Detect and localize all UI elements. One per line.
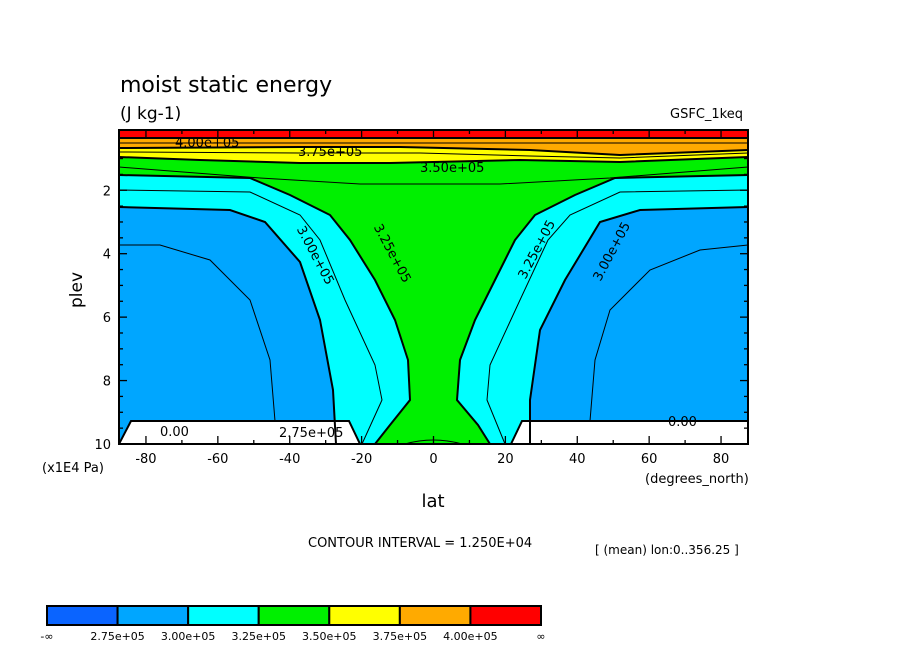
contour-label: 0.00 (668, 415, 697, 430)
x-units-label: (degrees_north) (645, 472, 749, 487)
x-tick-label: -60 (207, 452, 228, 467)
contour-line-3.50e+05 (119, 156, 748, 164)
x-tick-label: -40 (279, 452, 300, 467)
contour-label: 4.00e+05 (175, 136, 239, 151)
y-tick-label: 6 (103, 311, 111, 326)
contour-line-3.375e+05 (119, 166, 748, 185)
colorbar-label: -∞ (40, 630, 53, 643)
colorbar-label: 3.25e+05 (231, 630, 285, 643)
contour-label: 2.75e+05 (279, 426, 343, 441)
units-label: (J kg-1) (120, 104, 181, 124)
contour-line-3.125e+05-north (486, 189, 748, 444)
dataset-label: GSFC_1keq (670, 107, 743, 122)
contour-line-3.00e+05-north (529, 206, 748, 444)
colorbar-swatch (257, 605, 331, 626)
band-2.75e+05-3.00e+05-south (119, 207, 336, 444)
missing-region-north (509, 420, 748, 444)
colorbar-label: ∞ (536, 630, 545, 643)
y-tick-label: 4 (103, 248, 111, 263)
averaging-note: [ (mean) lon:0..356.25 ] (595, 543, 739, 557)
contour-label: 3.50e+05 (420, 161, 484, 176)
contour-line-3.125e+05-south (119, 189, 383, 444)
contour-label: 3.75e+05 (298, 145, 362, 160)
band-2.75e+05-3.00e+05-north (530, 207, 748, 444)
x-axis-label: lat (421, 491, 444, 512)
x-tick-label: -20 (351, 452, 372, 467)
colorbar-swatch (398, 605, 472, 626)
y-units-label: (x1E4 Pa) (42, 461, 104, 476)
contour-line-3.75e+05 (119, 146, 748, 157)
chart-title: moist static energy (120, 73, 332, 98)
y-tick-label: 2 (103, 184, 111, 199)
x-tick-label: 40 (569, 452, 586, 467)
x-tick-label: -80 (135, 452, 156, 467)
contour-line-2.875e+05-south (119, 244, 276, 422)
contour-interval: CONTOUR INTERVAL = 1.250E+04 (308, 536, 532, 551)
x-tick-label: 20 (497, 452, 514, 467)
colorbar-swatch (469, 605, 542, 626)
colorbar-swatch (187, 605, 260, 626)
y-tick-label: 10 (94, 438, 111, 453)
colorbar-swatch (116, 605, 190, 626)
contour-line-3.25e+05-south (119, 174, 412, 444)
y-tick-label: 8 (103, 375, 111, 390)
y-axis-label: plev (67, 272, 87, 308)
colorbar-label: 4.00e+05 (443, 630, 497, 643)
contour-line-3.625e+05 (119, 151, 748, 159)
missing-region-south (119, 420, 362, 444)
contour-line-2.875e+05-north (589, 244, 748, 422)
contour-label: 0.00 (160, 425, 189, 440)
x-tick-label: 80 (713, 452, 730, 467)
colorbar-label: 2.75e+05 (90, 630, 144, 643)
x-tick-label: 0 (429, 452, 437, 467)
colorbar-label: 3.75e+05 (373, 630, 427, 643)
contour-line-3.00e+05-south (119, 206, 337, 444)
colorbar-label: 3.50e+05 (302, 630, 356, 643)
contour-line-3.25e+05-north (455, 174, 748, 444)
colorbar-label: 3.00e+05 (161, 630, 215, 643)
colorbar-swatch (46, 605, 119, 626)
colorbar-swatch (328, 605, 401, 626)
x-tick-label: 60 (641, 452, 658, 467)
